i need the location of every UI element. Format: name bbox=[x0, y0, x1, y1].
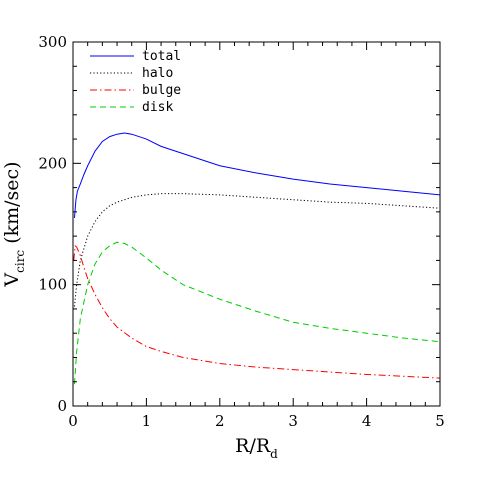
y-axis-title-subscript: circ bbox=[13, 250, 27, 273]
x-tick-label: 4 bbox=[362, 412, 372, 430]
x-axis-title-main: R/R bbox=[235, 435, 271, 457]
x-tick-label: 2 bbox=[215, 412, 225, 430]
series-layer bbox=[73, 132, 441, 385]
y-axis-title-main: V bbox=[1, 273, 23, 288]
series-line-total bbox=[73, 132, 441, 218]
legend-label-disk: disk bbox=[142, 100, 173, 115]
x-tick-label: 5 bbox=[435, 412, 445, 430]
y-tick-label: 300 bbox=[38, 33, 67, 51]
ticks-layer: 0 1 2 3 4 5 0 100 200 300 bbox=[38, 33, 444, 430]
y-axis-title-unit: (km/sec) bbox=[1, 161, 23, 249]
plot-frame bbox=[72, 41, 441, 407]
x-tick-label: 3 bbox=[288, 412, 298, 430]
series-line-disk bbox=[73, 241, 441, 385]
legend-label-total: total bbox=[142, 49, 181, 64]
x-tick-label: 1 bbox=[142, 412, 152, 430]
series-line-halo bbox=[73, 193, 441, 307]
series-line-bulge bbox=[73, 244, 441, 379]
x-axis-title-subscript: d bbox=[270, 447, 278, 461]
legend-label-bulge: bulge bbox=[142, 83, 181, 98]
legend-label-halo: halo bbox=[142, 66, 173, 81]
y-tick-label: 100 bbox=[38, 276, 67, 294]
y-axis-title: Vcirc (km/sec) bbox=[1, 161, 27, 287]
x-axis-title: R/Rd bbox=[235, 435, 278, 461]
y-tick-label: 0 bbox=[57, 397, 67, 415]
y-tick-label: 200 bbox=[38, 154, 67, 172]
legend: total halo bulge disk bbox=[90, 49, 181, 115]
x-tick-label: 0 bbox=[68, 412, 78, 430]
